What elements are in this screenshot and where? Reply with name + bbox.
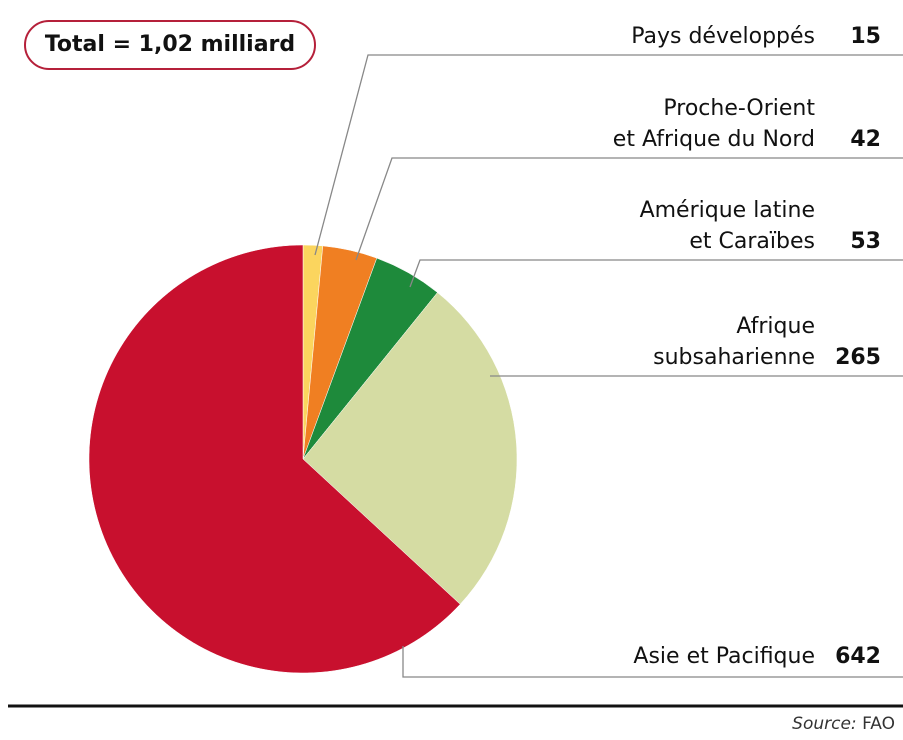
source-name: FAO (862, 714, 895, 734)
leader-line (402, 646, 903, 678)
category-label: Amérique latine et Caraïbes (639, 198, 815, 254)
leader-line (355, 157, 903, 261)
pie-slice (88, 244, 461, 674)
source: Source: FAO (792, 714, 895, 734)
value-label: 53 (850, 229, 881, 254)
leader-line (314, 54, 903, 256)
source-label: Source: (792, 714, 857, 734)
pie-slice (302, 292, 518, 605)
category-label: Afrique subsaharienne (653, 314, 815, 370)
leader-line (409, 259, 903, 288)
value-label: 15 (850, 24, 881, 49)
category-label: Asie et Pacifique (633, 644, 815, 669)
value-label: 642 (835, 644, 881, 669)
category-label: Pays développés (631, 24, 815, 49)
value-label: 42 (850, 127, 881, 152)
category-label: Proche-Orient et Afrique du Nord (612, 96, 815, 152)
value-label: 265 (835, 345, 881, 370)
chart-title: Total = 1,02 milliard (24, 20, 316, 70)
